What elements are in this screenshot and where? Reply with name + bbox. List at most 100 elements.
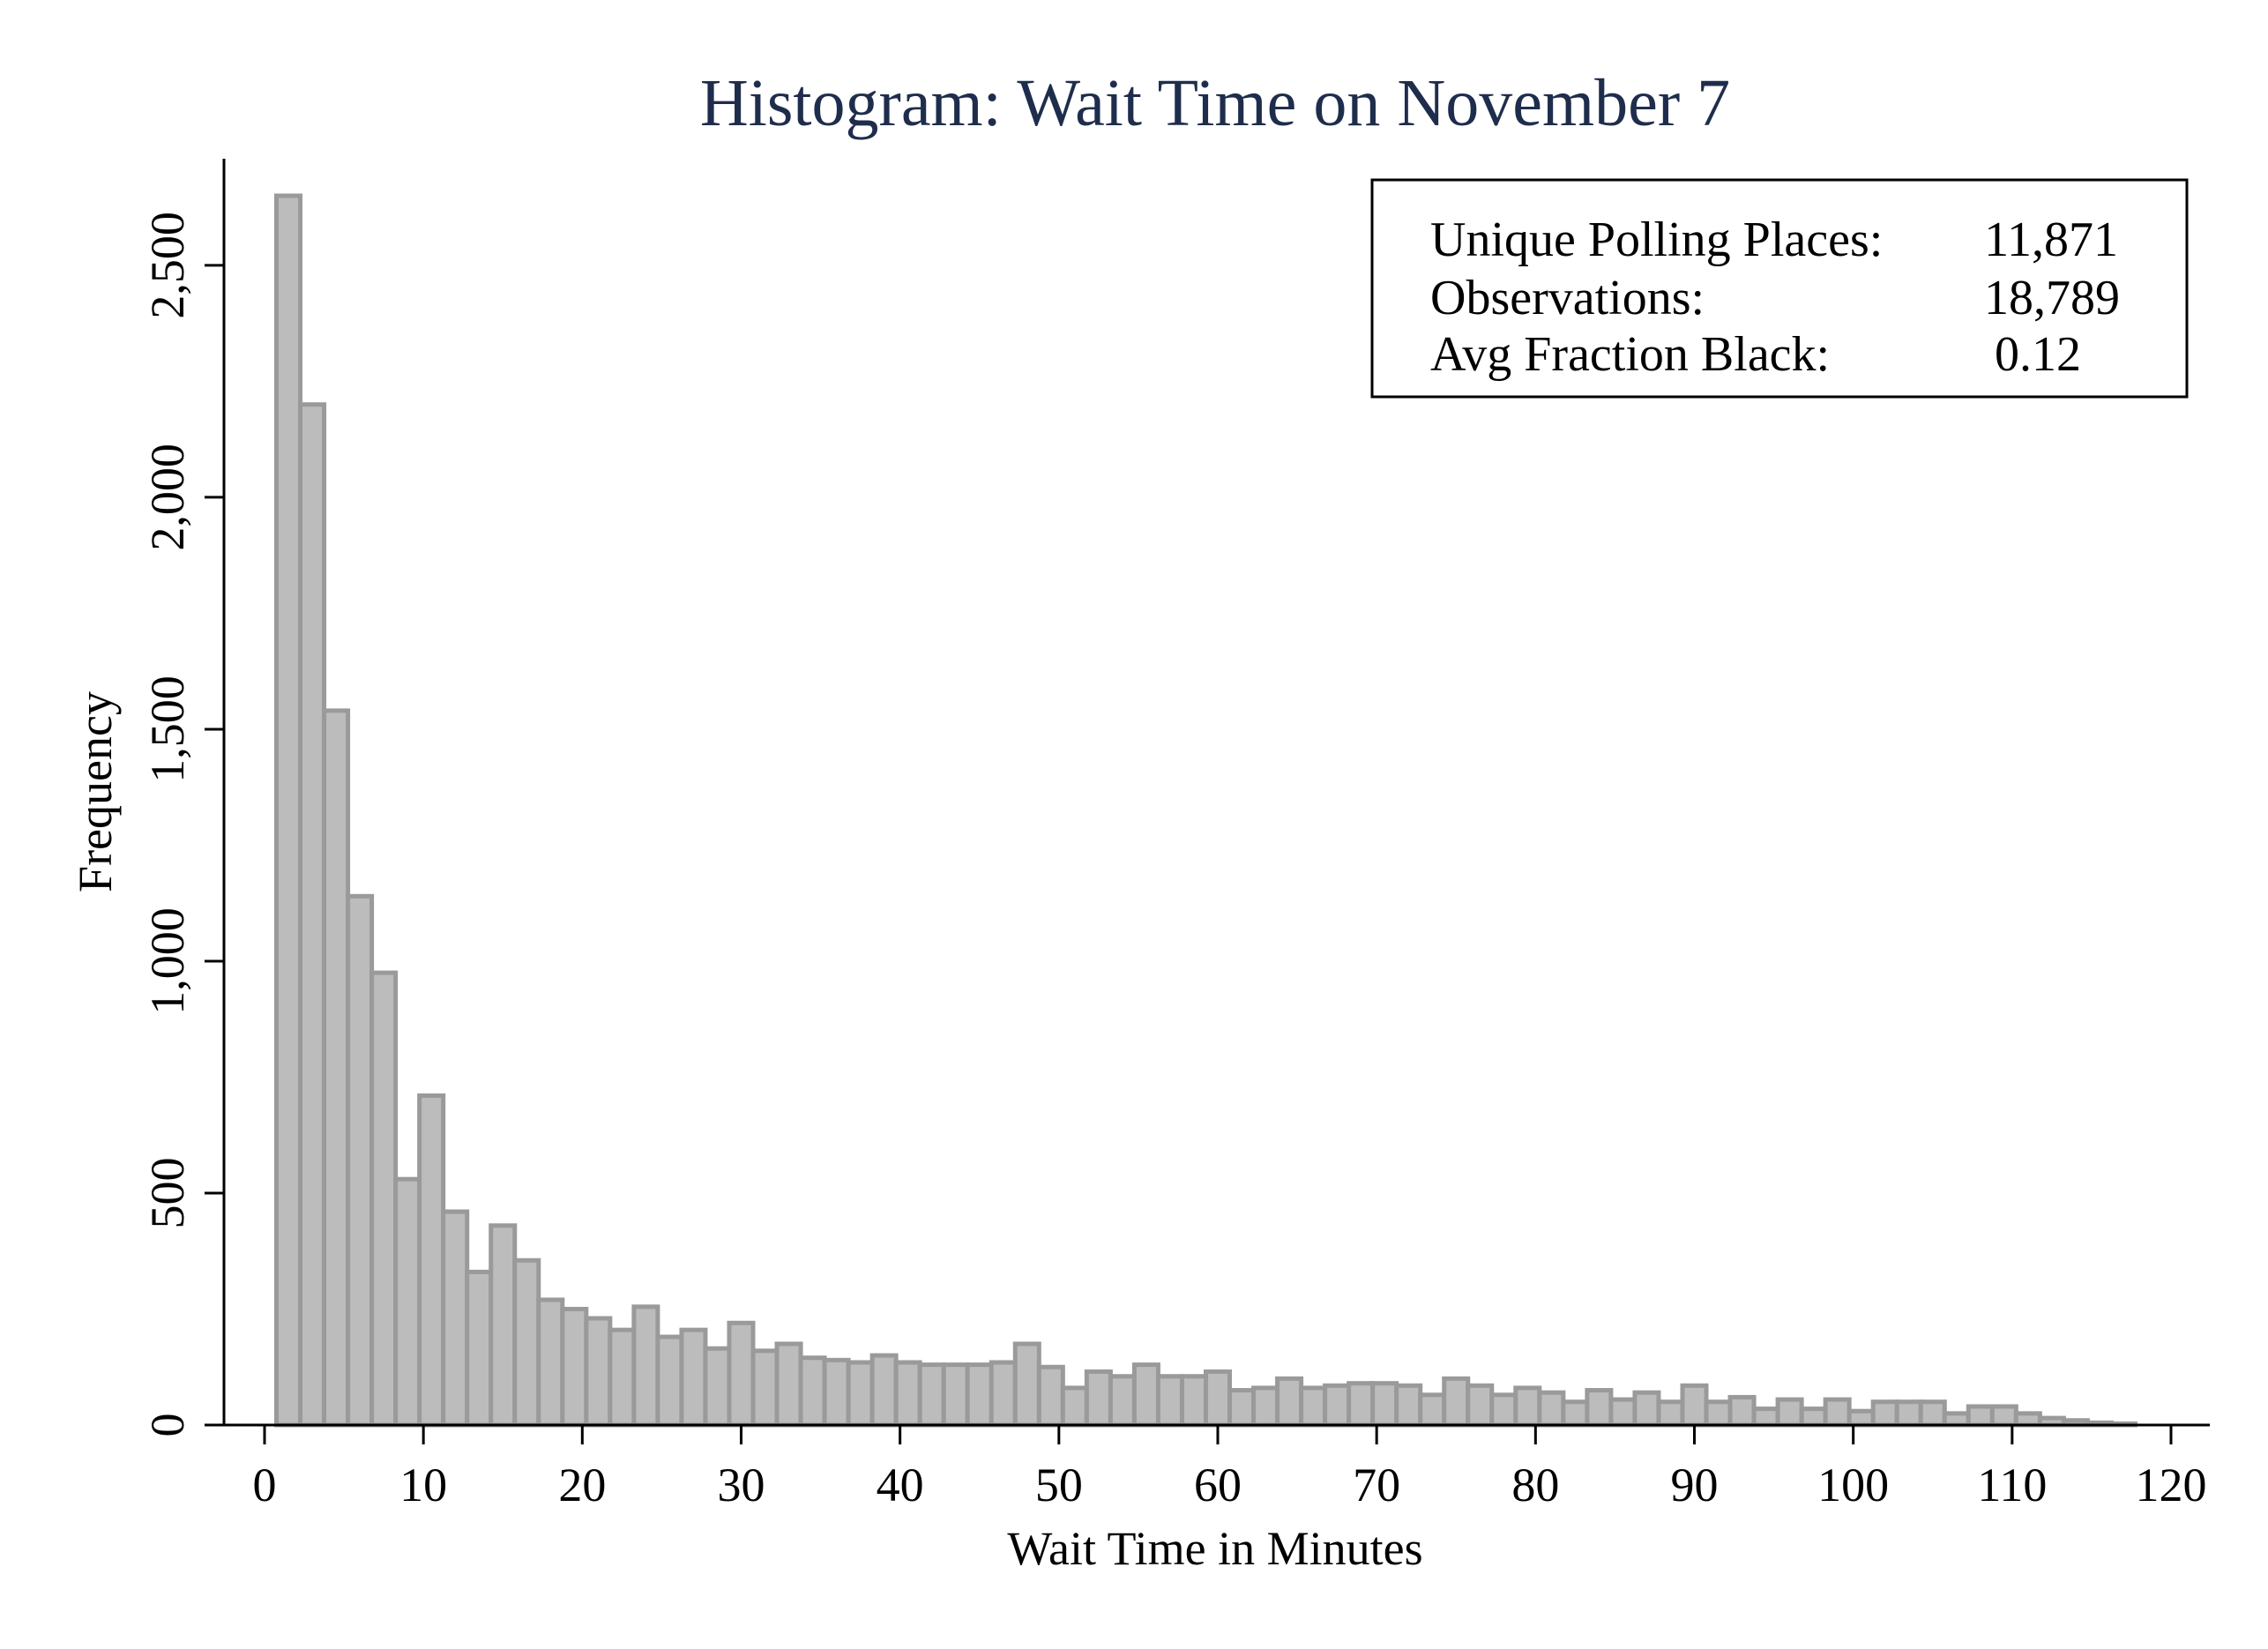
histogram-bar <box>1275 1376 1304 1428</box>
histogram-bar <box>727 1320 756 1428</box>
histogram-bar <box>1418 1392 1447 1428</box>
stats-value-avg-fraction-black: 0.12 <box>1995 327 2081 382</box>
histogram-bar <box>369 970 399 1428</box>
histogram-bar <box>1799 1406 1828 1428</box>
histogram-bar <box>1727 1394 1757 1428</box>
histogram-bar <box>560 1306 589 1428</box>
x-tick-label: 100 <box>1817 1459 1889 1511</box>
histogram-bar <box>1585 1388 1614 1428</box>
stats-value-observations: 18,789 <box>1984 271 2120 325</box>
x-axis-label: Wait Time in Minutes <box>1007 1522 1422 1575</box>
histogram-bar <box>441 1209 470 1428</box>
y-tick-label: 1,500 <box>141 675 194 783</box>
histogram-bar <box>1203 1369 1233 1428</box>
histogram-bar <box>1751 1406 1780 1428</box>
stats-value-unique-polling-places: 11,871 <box>1984 213 2118 267</box>
x-tick-label: 40 <box>877 1459 924 1511</box>
histogram-bar <box>822 1357 851 1428</box>
x-tick-label: 120 <box>2136 1459 2207 1511</box>
histogram-bar <box>774 1341 803 1428</box>
histogram-bar <box>1442 1376 1471 1428</box>
stats-label-avg-fraction-black: Avg Fraction Black: <box>1430 327 1830 382</box>
histogram-bar <box>1894 1399 1923 1428</box>
histogram-bar <box>1823 1397 1852 1428</box>
y-axis-ticks: 0 500 1,000 1,500 2,000 2,500 <box>141 212 224 1437</box>
histogram-bar <box>1299 1385 1328 1428</box>
histogram-bar <box>1108 1374 1137 1428</box>
histogram-bar <box>1775 1397 1804 1428</box>
histogram-bar <box>1084 1369 1113 1428</box>
histogram-bar <box>1131 1362 1160 1428</box>
x-tick-label: 110 <box>1977 1459 2047 1511</box>
y-tick-label: 1,000 <box>141 907 194 1015</box>
histogram-bar <box>655 1334 684 1428</box>
histogram-bar <box>1466 1383 1495 1428</box>
histogram-bar <box>1989 1404 2018 1428</box>
y-tick-label: 0 <box>141 1414 194 1437</box>
histogram-bar <box>465 1269 494 1428</box>
histogram-bar <box>1608 1397 1638 1428</box>
histogram-bar <box>1942 1411 1971 1428</box>
y-axis-label: Frequency <box>69 691 122 892</box>
histogram-bar <box>322 708 351 1428</box>
histogram-bar <box>1704 1399 1733 1428</box>
y-tick-label: 2,500 <box>141 212 194 319</box>
histogram-bar <box>1179 1374 1208 1428</box>
histogram-bar <box>1680 1383 1709 1428</box>
histogram-bar <box>1513 1385 1542 1428</box>
histogram-bars <box>274 193 2137 1428</box>
histogram-bar <box>965 1362 994 1428</box>
histogram-bar <box>989 1360 1018 1428</box>
histogram-bar <box>679 1327 708 1428</box>
histogram-bar <box>846 1360 875 1428</box>
histogram-bar <box>393 1176 422 1428</box>
y-tick-label: 500 <box>141 1157 194 1228</box>
histogram-bar <box>1870 1399 1899 1428</box>
histogram-bar <box>1060 1385 1089 1428</box>
histogram-bar <box>1347 1381 1376 1428</box>
histogram-bar <box>1656 1399 1685 1428</box>
histogram-bar <box>703 1346 732 1428</box>
histogram-bar <box>1227 1388 1257 1428</box>
histogram-bar <box>1370 1381 1399 1428</box>
histogram-bar <box>1846 1408 1876 1428</box>
histogram-bar <box>631 1304 660 1428</box>
x-tick-label: 50 <box>1035 1459 1083 1511</box>
histogram-bar <box>417 1093 446 1428</box>
x-tick-label: 70 <box>1353 1459 1400 1511</box>
histogram-bar <box>1251 1385 1280 1428</box>
histogram-bar <box>1918 1399 1947 1428</box>
histogram-bar <box>1036 1364 1065 1428</box>
x-tick-label: 10 <box>399 1459 447 1511</box>
stats-box-border <box>1370 178 2189 399</box>
histogram-bar <box>536 1297 565 1428</box>
histogram-bar <box>1323 1383 1352 1428</box>
histogram-bar <box>869 1353 899 1428</box>
histogram-bar <box>1012 1341 1041 1428</box>
y-tick-label: 2,000 <box>141 444 194 551</box>
x-tick-label: 80 <box>1511 1459 1559 1511</box>
x-tick-label: 30 <box>718 1459 765 1511</box>
histogram-bar <box>1155 1374 1184 1428</box>
histogram-bar <box>1632 1390 1661 1428</box>
histogram-bar <box>798 1355 827 1428</box>
histogram-bar <box>1966 1404 1995 1428</box>
histogram-bar <box>608 1327 637 1428</box>
stats-label-observations: Observations: <box>1430 271 1705 325</box>
histogram-bar <box>1537 1390 1566 1428</box>
histogram-bar <box>1561 1399 1590 1428</box>
x-tick-label: 0 <box>253 1459 277 1511</box>
histogram-bar <box>917 1362 946 1428</box>
histogram-bar <box>893 1360 922 1428</box>
x-tick-label: 90 <box>1671 1459 1719 1511</box>
histogram-bar <box>274 193 303 1428</box>
histogram-bar <box>2013 1411 2042 1428</box>
x-tick-label: 20 <box>558 1459 606 1511</box>
chart-title: Histogram: Wait Time on November 7 <box>700 66 1730 140</box>
x-axis-ticks: 0 10 20 30 40 50 60 70 80 90 100 110 120 <box>253 1425 2207 1511</box>
x-tick-label: 60 <box>1194 1459 1242 1511</box>
stats-label-unique-polling-places: Unique Polling Places: <box>1430 213 1883 267</box>
histogram-bar <box>298 402 327 1428</box>
histogram-bar <box>941 1362 970 1428</box>
